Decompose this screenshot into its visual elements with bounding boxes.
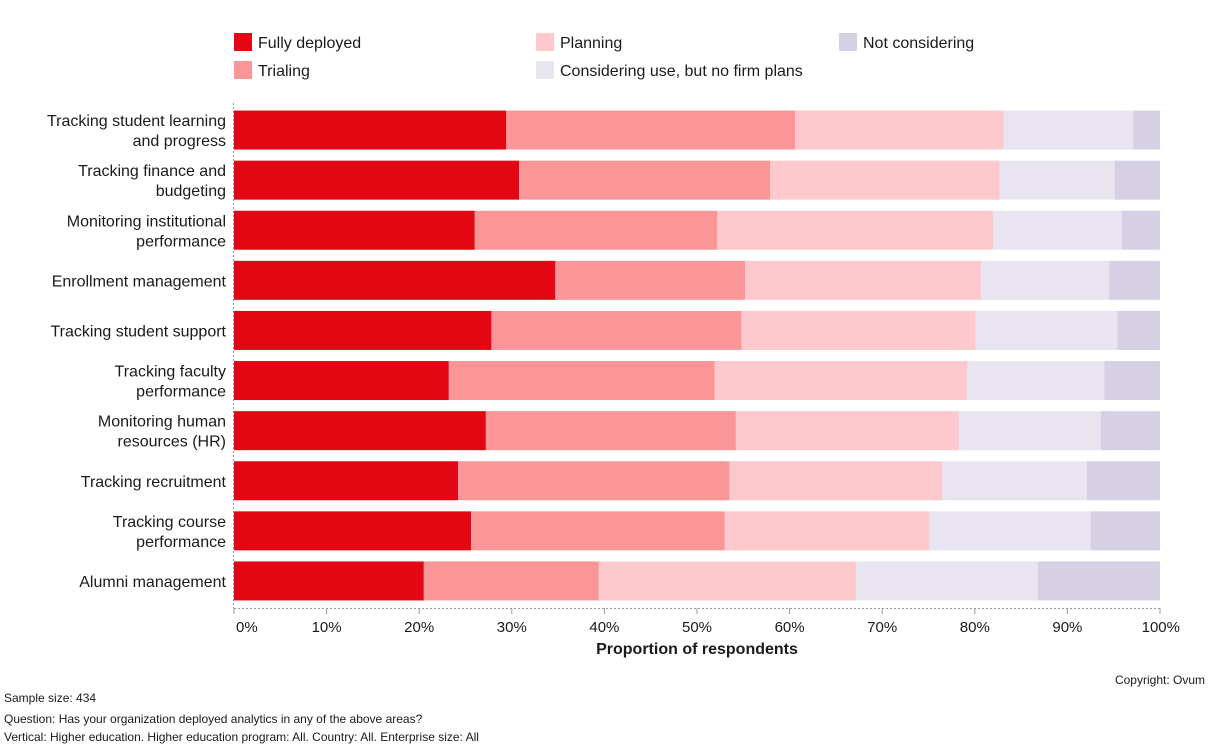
bar-planning-6 bbox=[714, 361, 968, 401]
bar-considering-use-but-no-firm-plans-10 bbox=[856, 561, 1038, 601]
x-tick-label-4: 40% bbox=[589, 619, 619, 636]
x-tick-label-2: 20% bbox=[404, 619, 434, 636]
legend-label-fully-deployed: Fully deployed bbox=[258, 35, 361, 52]
category-label-3-line-2: performance bbox=[136, 233, 226, 250]
bar-not-considering-5 bbox=[1117, 310, 1160, 350]
bar-considering-use-but-no-firm-plans-5 bbox=[975, 310, 1118, 350]
bar-planning-8 bbox=[729, 461, 943, 501]
legend-swatch-considering-use-but-no-firm-plans bbox=[536, 61, 554, 79]
category-label-9-line-2: performance bbox=[136, 534, 226, 551]
chart-legend: Fully deployed Trialing Planning Considerin… bbox=[234, 33, 974, 80]
bar-fully-deployed-5 bbox=[234, 310, 492, 350]
bar-fully-deployed-6 bbox=[234, 361, 449, 401]
category-label-10: Alumni management bbox=[79, 574, 226, 591]
bar-trialing-9 bbox=[471, 511, 725, 551]
legend-swatch-fully-deployed bbox=[234, 33, 252, 51]
bar-fully-deployed-7 bbox=[234, 411, 486, 451]
bar-planning-4 bbox=[745, 260, 982, 300]
vertical-filter-text: Vertical: Higher education. Higher educa… bbox=[4, 730, 479, 744]
legend-label-planning: Planning bbox=[560, 35, 622, 52]
bar-not-considering-2 bbox=[1114, 160, 1160, 200]
x-tick-label-8: 80% bbox=[960, 619, 990, 636]
category-label-5: Tracking student support bbox=[51, 323, 227, 340]
x-tick-label-6: 60% bbox=[775, 619, 805, 636]
bar-not-considering-8 bbox=[1086, 461, 1160, 501]
bar-trialing-3 bbox=[474, 210, 718, 250]
bar-considering-use-but-no-firm-plans-1 bbox=[1003, 110, 1134, 150]
bar-planning-9 bbox=[724, 511, 930, 551]
bar-not-considering-10 bbox=[1037, 561, 1160, 601]
bar-planning-2 bbox=[770, 160, 1000, 200]
x-tick-label-1: 10% bbox=[312, 619, 342, 636]
category-label-6-line-1: Tracking faculty bbox=[115, 364, 226, 381]
bar-not-considering-7 bbox=[1100, 411, 1160, 451]
category-label-1-line-2: and progress bbox=[133, 133, 226, 150]
bar-considering-use-but-no-firm-plans-3 bbox=[993, 210, 1123, 250]
category-label-9-line-1: Tracking course bbox=[113, 514, 226, 531]
x-tick-label-3: 30% bbox=[497, 619, 527, 636]
copyright-text: Copyright: Ovum bbox=[1114, 673, 1205, 687]
bar-considering-use-but-no-firm-plans-4 bbox=[981, 260, 1110, 300]
x-tick-label-9: 90% bbox=[1052, 619, 1082, 636]
category-label-7-line-1: Monitoring human bbox=[98, 414, 226, 431]
bar-fully-deployed-3 bbox=[234, 210, 475, 250]
bar-not-considering-1 bbox=[1133, 110, 1160, 150]
category-label-2-line-1: Tracking finance and bbox=[78, 163, 226, 180]
bar-considering-use-but-no-firm-plans-8 bbox=[942, 461, 1087, 501]
sample-size-text: Sample size: 434 bbox=[4, 691, 97, 705]
bar-trialing-4 bbox=[555, 260, 746, 300]
category-label-8: Tracking recruitment bbox=[81, 474, 227, 491]
bar-planning-5 bbox=[741, 310, 976, 350]
category-label-7-line-2: resources (HR) bbox=[118, 434, 226, 451]
bar-planning-3 bbox=[717, 210, 994, 250]
bar-not-considering-3 bbox=[1122, 210, 1160, 250]
bar-trialing-10 bbox=[423, 561, 599, 601]
stacked-bar-chart: Fully deployed Trialing Planning Considerin… bbox=[47, 33, 1180, 658]
bar-fully-deployed-8 bbox=[234, 461, 459, 501]
bar-trialing-5 bbox=[491, 310, 742, 350]
bar-planning-1 bbox=[795, 110, 1004, 150]
legend-label-trialing: Trialing bbox=[258, 63, 310, 80]
bar-not-considering-4 bbox=[1109, 260, 1160, 300]
bar-trialing-8 bbox=[458, 461, 730, 501]
question-text: Question: Has your organization deployed… bbox=[4, 712, 423, 726]
category-label-2-line-2: budgeting bbox=[156, 183, 226, 200]
bar-fully-deployed-4 bbox=[234, 260, 556, 300]
bar-fully-deployed-1 bbox=[234, 110, 507, 150]
category-label-1-line-1: Tracking student learning bbox=[47, 113, 226, 130]
bar-not-considering-6 bbox=[1104, 361, 1160, 401]
bar-trialing-2 bbox=[519, 160, 771, 200]
legend-swatch-not-considering bbox=[839, 33, 857, 51]
x-tick-label-10: 100% bbox=[1142, 619, 1180, 636]
bar-considering-use-but-no-firm-plans-7 bbox=[959, 411, 1101, 451]
category-labels: Tracking student learning and progress Tra… bbox=[47, 113, 227, 591]
x-tick-label-5: 50% bbox=[682, 619, 712, 636]
plot-area bbox=[234, 110, 1160, 601]
x-tick-label-7: 70% bbox=[867, 619, 897, 636]
bar-considering-use-but-no-firm-plans-6 bbox=[967, 361, 1105, 401]
bar-considering-use-but-no-firm-plans-2 bbox=[999, 160, 1115, 200]
bar-trialing-7 bbox=[485, 411, 736, 451]
category-label-4: Enrollment management bbox=[52, 273, 227, 290]
legend-label-considering-use-but-no-firm-plans: Considering use, but no firm plans bbox=[560, 63, 803, 80]
legend-swatch-planning bbox=[536, 33, 554, 51]
x-axis-title: Proportion of respondents bbox=[596, 641, 798, 658]
x-tick-label-0: 0% bbox=[236, 619, 258, 636]
category-label-6-line-2: performance bbox=[136, 384, 226, 401]
bar-fully-deployed-2 bbox=[234, 160, 520, 200]
bar-trialing-6 bbox=[448, 361, 715, 401]
bar-trialing-1 bbox=[506, 110, 796, 150]
bar-fully-deployed-10 bbox=[234, 561, 424, 601]
legend-label-not-considering: Not considering bbox=[863, 35, 974, 52]
bar-not-considering-9 bbox=[1090, 511, 1160, 551]
category-label-3-line-1: Monitoring institutional bbox=[67, 213, 226, 230]
legend-swatch-trialing bbox=[234, 61, 252, 79]
bar-planning-7 bbox=[735, 411, 960, 451]
bar-considering-use-but-no-firm-plans-9 bbox=[929, 511, 1091, 551]
bar-planning-10 bbox=[598, 561, 857, 601]
x-axis: 0% 10% 20% 30% 40% 50% 60% 70% 80% 90% 100% Proport… bbox=[233, 103, 1180, 658]
bar-fully-deployed-9 bbox=[234, 511, 472, 551]
